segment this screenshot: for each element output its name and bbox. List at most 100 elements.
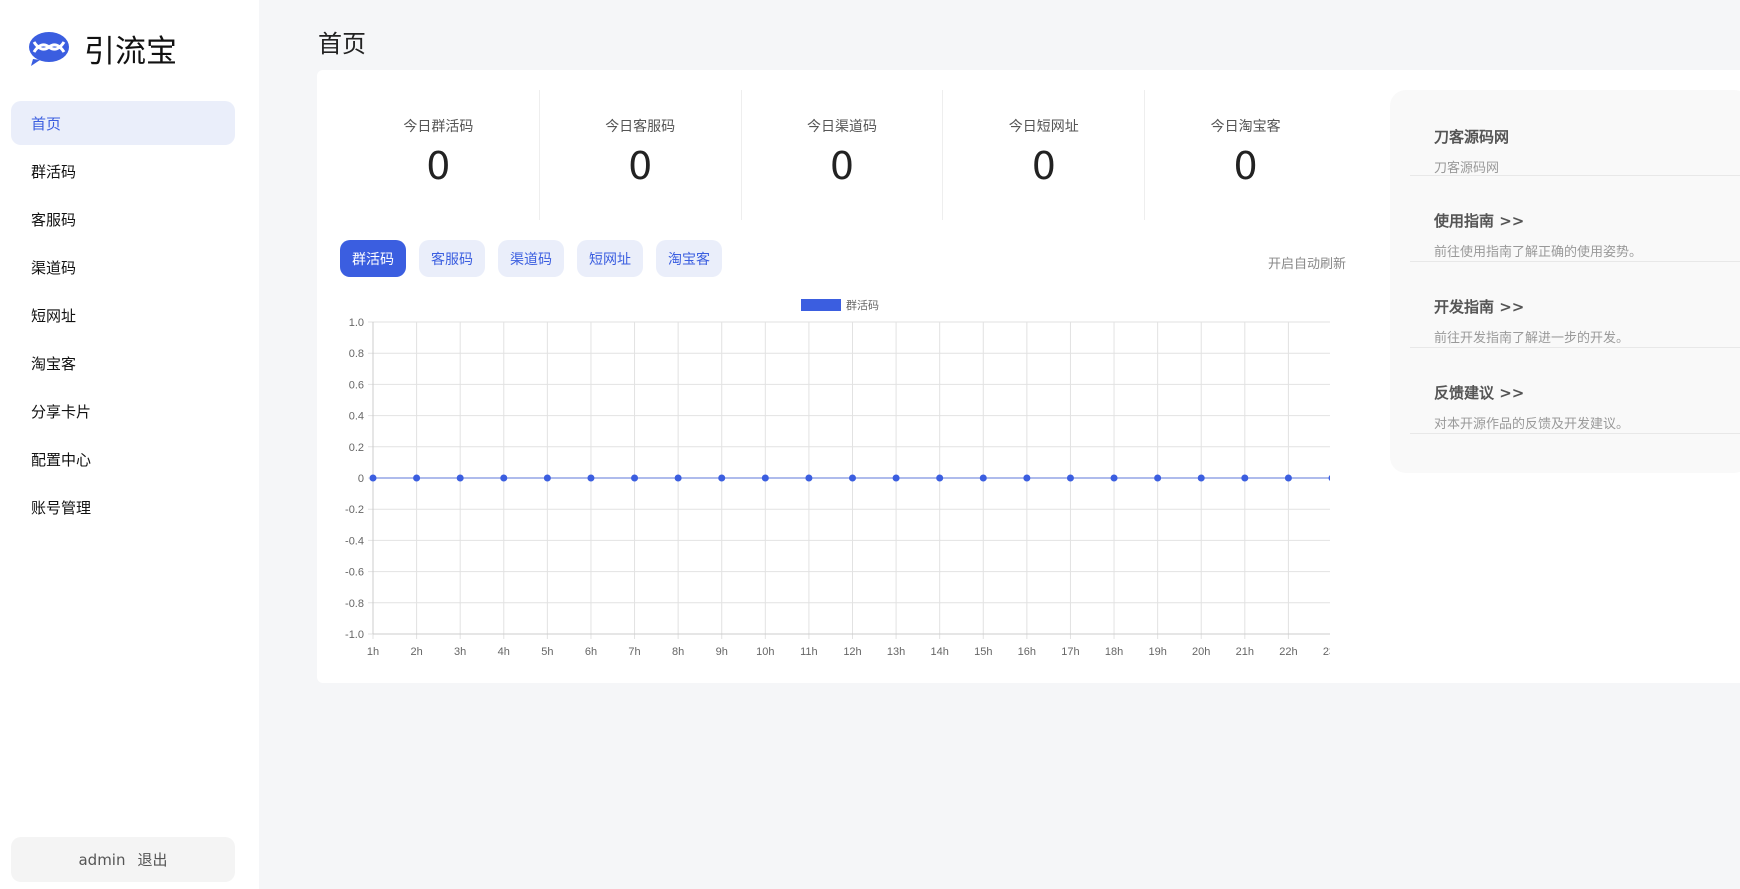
stat-value: 0 [829, 144, 855, 188]
panel-item-title: 刀客源码网 [1434, 128, 1510, 146]
sidebar-item[interactable]: 群活码 [31, 162, 77, 181]
x-tick-label: 6h [585, 646, 597, 658]
chart-tab[interactable]: 渠道码 [498, 240, 564, 277]
panel-item[interactable]: 使用指南 >> 前往使用指南了解正确的使用姿势。 [1410, 176, 1740, 262]
x-tick-label: 17h [1061, 646, 1079, 658]
chart-tabs: 群活码 客服码 渠道码 短网址 淘宝客 [340, 240, 735, 277]
chart-tab[interactable]: 短网址 [577, 240, 643, 277]
stat-value: 0 [1233, 144, 1258, 188]
sidebar: 引流宝 首页群活码客服码渠道码短网址淘宝客分享卡片配置中心账号管理 admin … [0, 0, 259, 889]
y-tick-label: 0.2 [349, 442, 364, 454]
data-point [1023, 474, 1031, 482]
x-tick-label: 14h [931, 646, 949, 658]
data-point [456, 474, 464, 482]
panel-item-desc: 前往使用指南了解正确的使用姿势。 [1434, 245, 1643, 260]
x-tick-label: 1h [367, 646, 379, 658]
panel-item-title: 开发指南 >> [1434, 298, 1525, 316]
data-point [1241, 474, 1249, 482]
x-tick-label: 18h [1105, 646, 1123, 658]
x-tick-label: 12h [843, 646, 861, 658]
auto-refresh-toggle[interactable]: 开启自动刷新 [1267, 257, 1346, 272]
x-tick-label: 19h [1148, 646, 1166, 658]
logo-icon [29, 31, 69, 66]
data-point [718, 474, 726, 482]
data-point [805, 474, 813, 482]
x-tick-label: 15h [974, 646, 992, 658]
sidebar-item[interactable]: 短网址 [31, 306, 77, 325]
sidebar-item[interactable]: 渠道码 [31, 258, 77, 277]
data-point [500, 474, 508, 482]
data-point [1284, 474, 1292, 482]
data-point [1197, 474, 1205, 482]
x-tick-label: 3h [454, 646, 466, 658]
username[interactable]: admin [78, 850, 126, 869]
logout-button[interactable]: 退出 [137, 851, 168, 869]
data-point [936, 474, 944, 482]
x-tick-label: 16h [1018, 646, 1036, 658]
stat-label: 今日渠道码 [806, 119, 877, 135]
stat-value: 0 [628, 144, 653, 188]
stat-value: 0 [426, 144, 451, 188]
y-tick-label: 0 [358, 473, 364, 485]
legend-label: 群活码 [846, 298, 879, 312]
info-panel: 刀客源码网 刀客源码网 使用指南 >> 前往使用指南了解正确的使用姿势。 开发指南 >>… [1390, 90, 1740, 473]
sidebar-item[interactable]: 账号管理 [31, 498, 92, 517]
chart-tab[interactable]: 淘宝客 [656, 240, 722, 277]
data-point [674, 474, 682, 482]
stats-row: 今日群活码 0 今日客服码 0 今日渠道码 0 今日短网址 0 今日淘宝客 0 [338, 90, 1346, 220]
panel-item-title: 反馈建议 >> [1434, 384, 1525, 402]
app-name: 引流宝 [84, 34, 177, 70]
sidebar-item[interactable]: 淘宝客 [31, 354, 77, 373]
stat-label: 今日群活码 [403, 119, 474, 135]
data-point [1328, 475, 1330, 481]
data-point [1154, 474, 1162, 482]
legend-swatch [801, 299, 841, 311]
x-tick-label: 20h [1192, 646, 1210, 658]
data-point [413, 474, 421, 482]
data-point [543, 474, 551, 482]
logo[interactable]: 引流宝 [28, 26, 177, 71]
y-tick-label: 0.6 [349, 379, 364, 391]
y-tick-label: -0.2 [345, 504, 364, 516]
panel-item[interactable]: 反馈建议 >> 对本开源作品的反馈及开发建议。 [1410, 348, 1740, 434]
sidebar-nav: 首页群活码客服码渠道码短网址淘宝客分享卡片配置中心账号管理 [11, 101, 235, 533]
stat-card: 今日短网址 0 [943, 90, 1146, 220]
x-tick-label: 23h [1323, 646, 1330, 658]
chart-tab[interactable]: 客服码 [419, 240, 485, 277]
chart-tab[interactable]: 群活码 [340, 240, 406, 277]
stat-card: 今日群活码 0 [338, 90, 540, 220]
x-tick-label: 5h [541, 646, 553, 658]
x-tick-label: 8h [672, 646, 684, 658]
sidebar-item[interactable]: 分享卡片 [31, 402, 92, 421]
stat-card: 今日渠道码 0 [742, 90, 944, 220]
y-tick-label: 0.4 [349, 411, 364, 423]
data-point [369, 474, 377, 482]
y-tick-label: 1.0 [349, 317, 364, 329]
stat-card: 今日客服码 0 [540, 90, 742, 220]
data-point [1066, 474, 1074, 482]
stat-label: 今日客服码 [605, 119, 676, 135]
stat-label: 今日淘宝客 [1210, 119, 1281, 135]
panel-item[interactable]: 刀客源码网 刀客源码网 [1410, 90, 1740, 176]
data-point [892, 474, 900, 482]
stat-card: 今日淘宝客 0 [1145, 90, 1346, 220]
x-tick-label: 13h [887, 646, 905, 658]
data-point [849, 474, 856, 482]
user-box: admin 退出 [11, 837, 235, 882]
sidebar-item[interactable]: 配置中心 [31, 450, 92, 469]
data-point [587, 474, 595, 482]
panel-item-desc: 对本开源作品的反馈及开发建议。 [1434, 417, 1630, 432]
y-tick-label: -1.0 [345, 629, 364, 641]
panel-item-title: 使用指南 >> [1434, 212, 1525, 230]
y-tick-label: -0.6 [345, 567, 364, 579]
panel-item-desc: 刀客源码网 [1434, 161, 1500, 176]
x-tick-label: 2h [410, 646, 422, 658]
page-title: 首页 [318, 30, 366, 58]
x-tick-label: 21h [1236, 646, 1254, 658]
stat-label: 今日短网址 [1008, 119, 1079, 135]
sidebar-item[interactable]: 客服码 [31, 210, 77, 229]
x-tick-label: 11h [800, 646, 818, 658]
x-tick-label: 4h [498, 646, 510, 658]
panel-item[interactable]: 开发指南 >> 前往开发指南了解进一步的开发。 [1410, 262, 1740, 348]
sidebar-item[interactable]: 首页 [11, 101, 235, 145]
